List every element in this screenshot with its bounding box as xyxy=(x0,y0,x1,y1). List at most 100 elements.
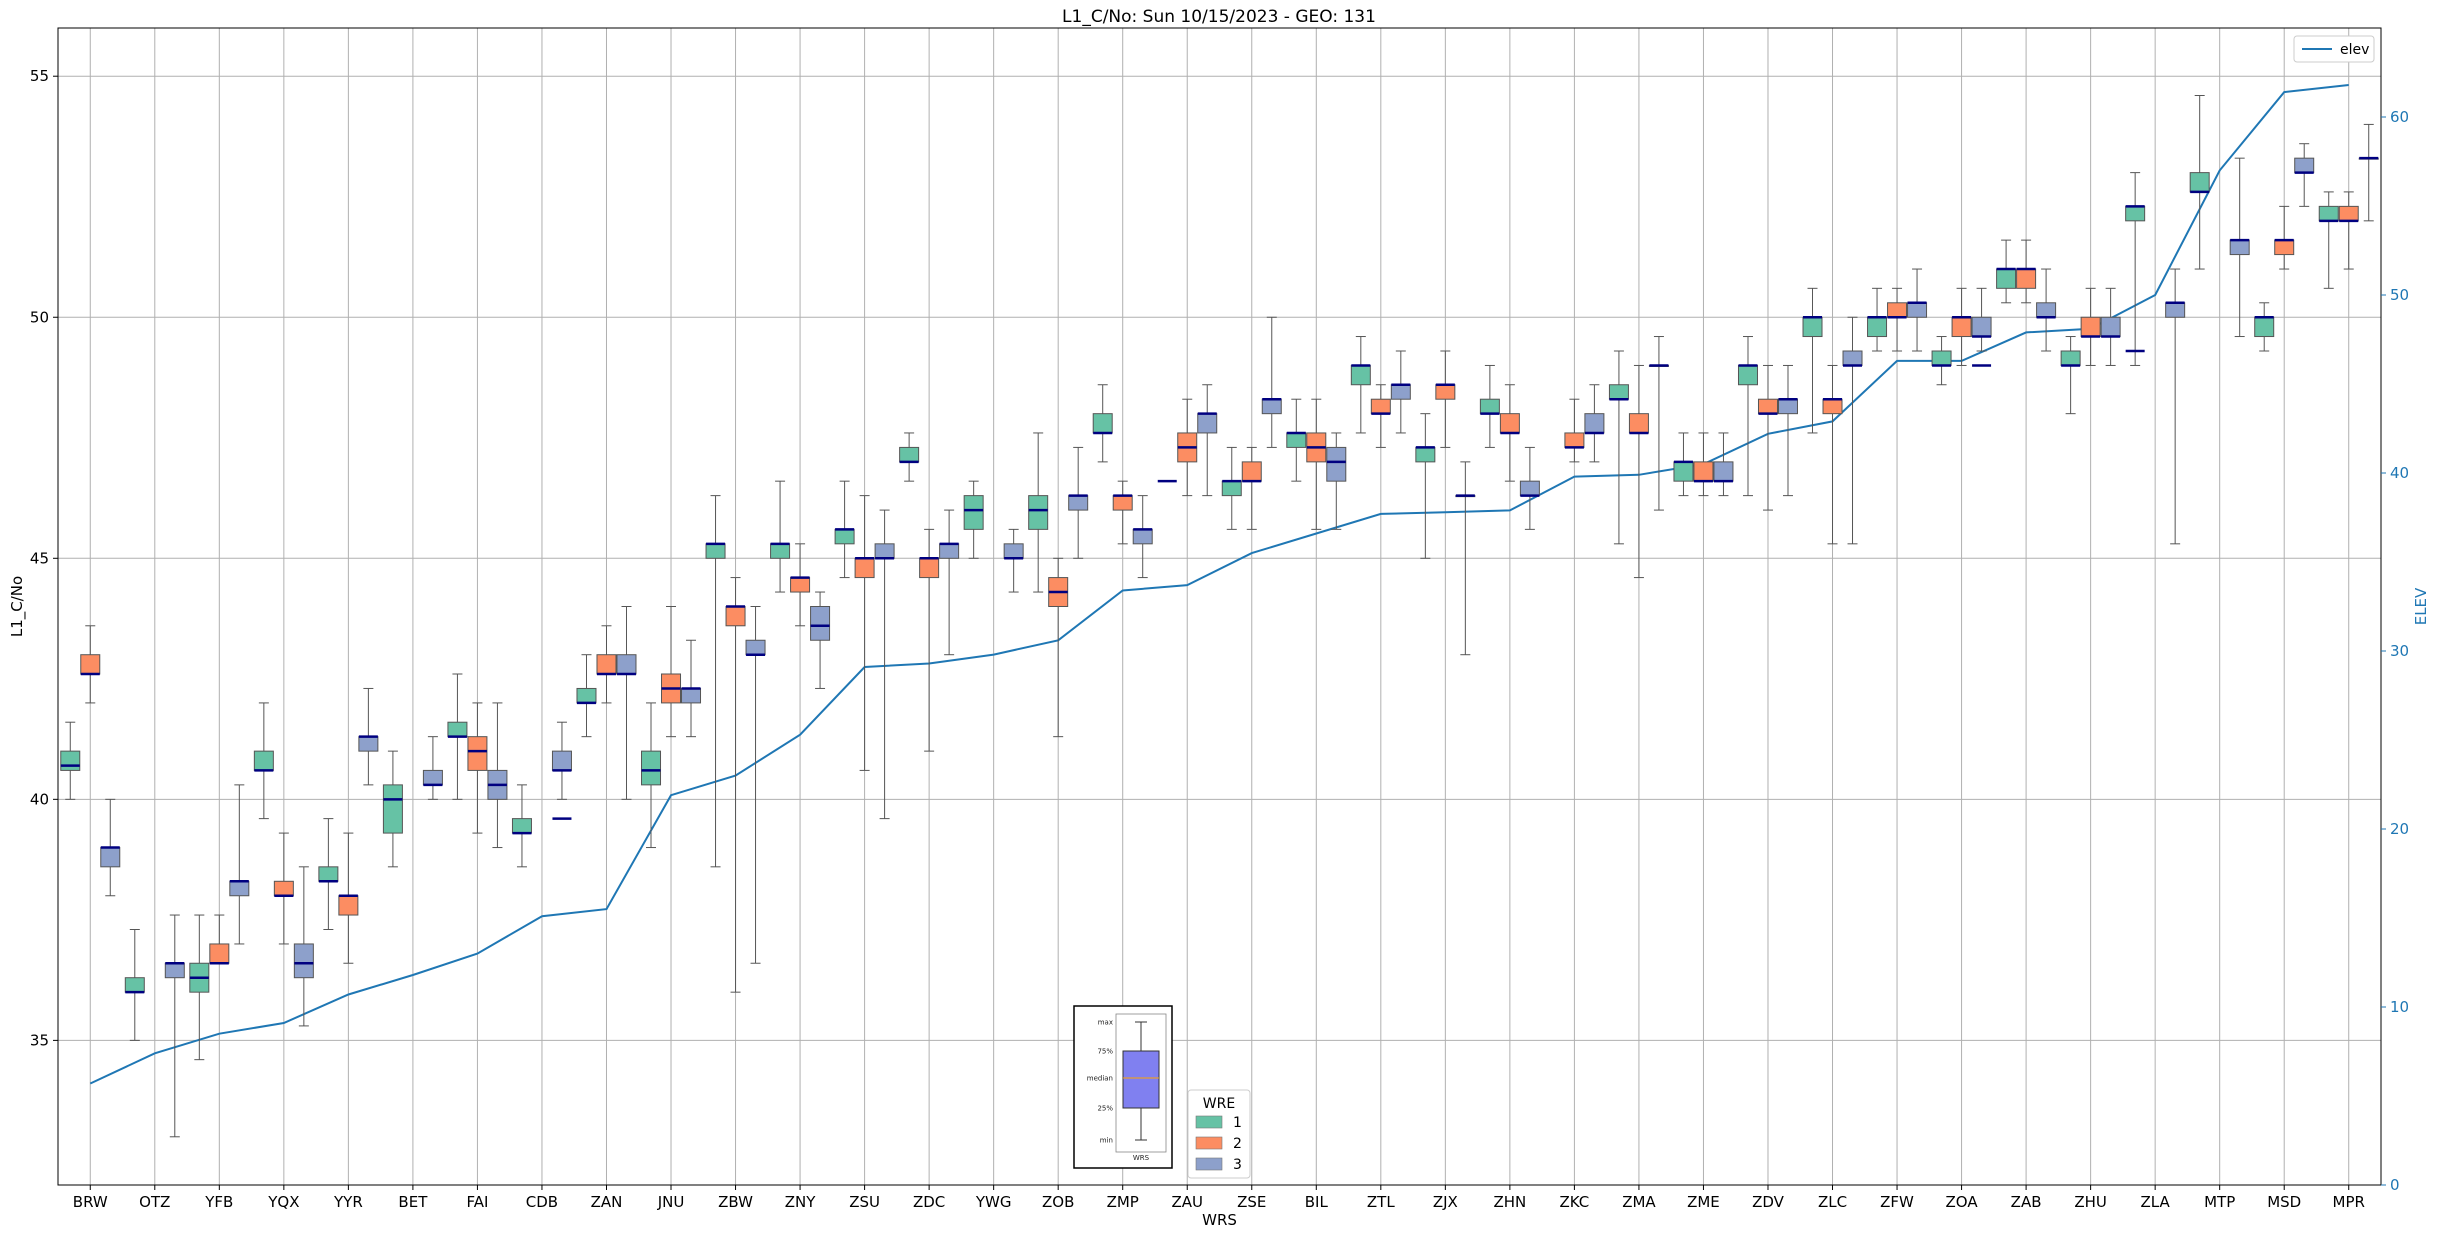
box-wre-3-ZNY xyxy=(810,591,831,689)
x-tick-label: ZOA xyxy=(1946,1193,1979,1211)
box-iqr xyxy=(382,784,403,834)
box-wre-1-ZOB xyxy=(1028,432,1049,593)
x-tick-label: ZJX xyxy=(1433,1193,1458,1211)
box-wre-3-CDB xyxy=(551,721,572,800)
box-wre-1-OTZ xyxy=(124,928,145,1041)
box-wre-3-JNU xyxy=(681,639,702,738)
box-iqr xyxy=(810,606,831,641)
x-tick-label: OTZ xyxy=(139,1193,170,1211)
box-iqr xyxy=(253,750,274,771)
x-tick-label: MPR xyxy=(2333,1193,2365,1211)
box-iqr xyxy=(1350,364,1371,386)
inset-label: 25% xyxy=(1097,1105,1113,1113)
box-wre-2-ZNY xyxy=(790,543,811,627)
box-wre-2-ZAU xyxy=(1177,398,1198,497)
x-tick-label: ZHU xyxy=(2074,1193,2107,1211)
wre-legend-swatch-3 xyxy=(1195,1157,1223,1171)
box-wre-3-ZSE xyxy=(1261,316,1282,448)
x-tick-label: FAI xyxy=(466,1193,488,1211)
box-iqr xyxy=(124,977,145,993)
x-tick-label: BRW xyxy=(73,1193,108,1211)
wre-legend-title: WRE xyxy=(1203,1096,1235,1112)
box-iqr xyxy=(1068,495,1089,511)
box-wre-1-ZDC xyxy=(899,432,920,482)
box-wre-2-ZME xyxy=(1693,432,1714,497)
x-tick-label: YQX xyxy=(267,1193,299,1211)
box-iqr xyxy=(2080,316,2101,338)
box-wre-1-ZNY xyxy=(770,480,791,593)
box-iqr xyxy=(874,543,895,559)
box-wre-3-OTZ xyxy=(164,914,185,1138)
box-iqr xyxy=(1112,495,1133,511)
box-wre-2-ZOA xyxy=(1951,287,1972,366)
y-axis-label: L1_C/No xyxy=(8,576,27,637)
box-wre-3-ZMP xyxy=(1132,495,1153,579)
x-tick-label: BET xyxy=(398,1193,428,1211)
wre-legend-label-1: 1 xyxy=(1233,1115,1242,1131)
box-iqr xyxy=(1673,461,1694,482)
box-iqr xyxy=(2229,239,2250,256)
box-iqr xyxy=(1479,398,1500,415)
box-wre-2-ZBW xyxy=(725,577,746,993)
wre-legend-swatch-2 xyxy=(1195,1136,1223,1150)
elev-legend: elev xyxy=(2293,35,2375,63)
box-wre-1-ZHU xyxy=(2060,336,2081,415)
box-iqr xyxy=(1435,384,1456,400)
box-wre-2-MPR xyxy=(2338,191,2359,270)
plot-frame xyxy=(57,27,2382,1186)
y2-axis-label: ELEV xyxy=(2412,587,2430,625)
box-wre-1-ZFW xyxy=(1867,287,1888,352)
box-wre-3-MTP xyxy=(2229,157,2250,338)
x-tick-label: ZAU xyxy=(1171,1193,1203,1211)
box-wre-2-ZOB xyxy=(1048,557,1069,738)
box-iqr xyxy=(2165,302,2186,318)
box-iqr xyxy=(80,654,101,675)
box-iqr xyxy=(2254,316,2275,338)
axes: BRW OTZ YFB YQX YYR BET FAI CDB ZAN JNU ZBW ZNY ZSU Z… xyxy=(30,67,2409,1211)
box-wre-3-ZAN xyxy=(616,606,637,800)
box-iqr xyxy=(1996,268,2017,289)
box-iqr xyxy=(2318,205,2339,222)
box-wre-1-ZHN xyxy=(1479,364,1500,448)
box-wre-1-ZSU xyxy=(834,480,855,579)
box-iqr xyxy=(1777,398,1798,415)
box-iqr xyxy=(2100,316,2121,338)
box-wre-3-YFB xyxy=(229,784,250,945)
box-iqr xyxy=(1221,480,1242,497)
box-wre-3-ZBW xyxy=(745,606,766,964)
box-wre-2-ZAB xyxy=(2016,239,2037,304)
box-iqr xyxy=(2036,302,2057,318)
box-wre-3-ZKC xyxy=(1584,384,1605,463)
inset-xlabel: WRS xyxy=(1133,1154,1150,1162)
box-iqr xyxy=(511,818,532,834)
box-iqr xyxy=(1757,398,1778,415)
x-tick-label: JNU xyxy=(657,1193,685,1211)
box-iqr xyxy=(576,687,597,704)
x-tick-label: ZLA xyxy=(2141,1193,2171,1211)
box-wre-1-MSD xyxy=(2254,302,2275,352)
box-iqr xyxy=(1499,413,1520,434)
box-iqr xyxy=(1628,413,1649,434)
x-tick-label: ZFW xyxy=(1880,1193,1914,1211)
y2-tick-label: 50 xyxy=(2390,286,2409,304)
x-tick-label: MSD xyxy=(2267,1193,2301,1211)
box-wre-3-ZTL xyxy=(1390,350,1411,434)
box-iqr xyxy=(164,962,185,979)
box-iqr xyxy=(447,721,468,738)
box-wre-3-ZLC xyxy=(1842,316,1863,545)
box-iqr xyxy=(2189,172,2210,193)
box-iqr xyxy=(1564,432,1585,448)
box-iqr xyxy=(854,557,875,579)
y-tick-label: 40 xyxy=(30,790,49,808)
box-iqr xyxy=(963,495,984,530)
box-wre-2-ZSE xyxy=(1241,446,1262,530)
inset-box xyxy=(1122,1050,1160,1109)
box-layer xyxy=(60,94,2379,1138)
box-wre-1-JNU xyxy=(641,702,662,849)
box-wre-3-BIL xyxy=(1326,432,1347,530)
box-iqr xyxy=(1261,398,1282,415)
box-wre-1-CDB xyxy=(511,784,532,868)
wre-legend: WRE 1 2 3 xyxy=(1187,1089,1251,1179)
y-tick-label: 35 xyxy=(30,1031,49,1049)
